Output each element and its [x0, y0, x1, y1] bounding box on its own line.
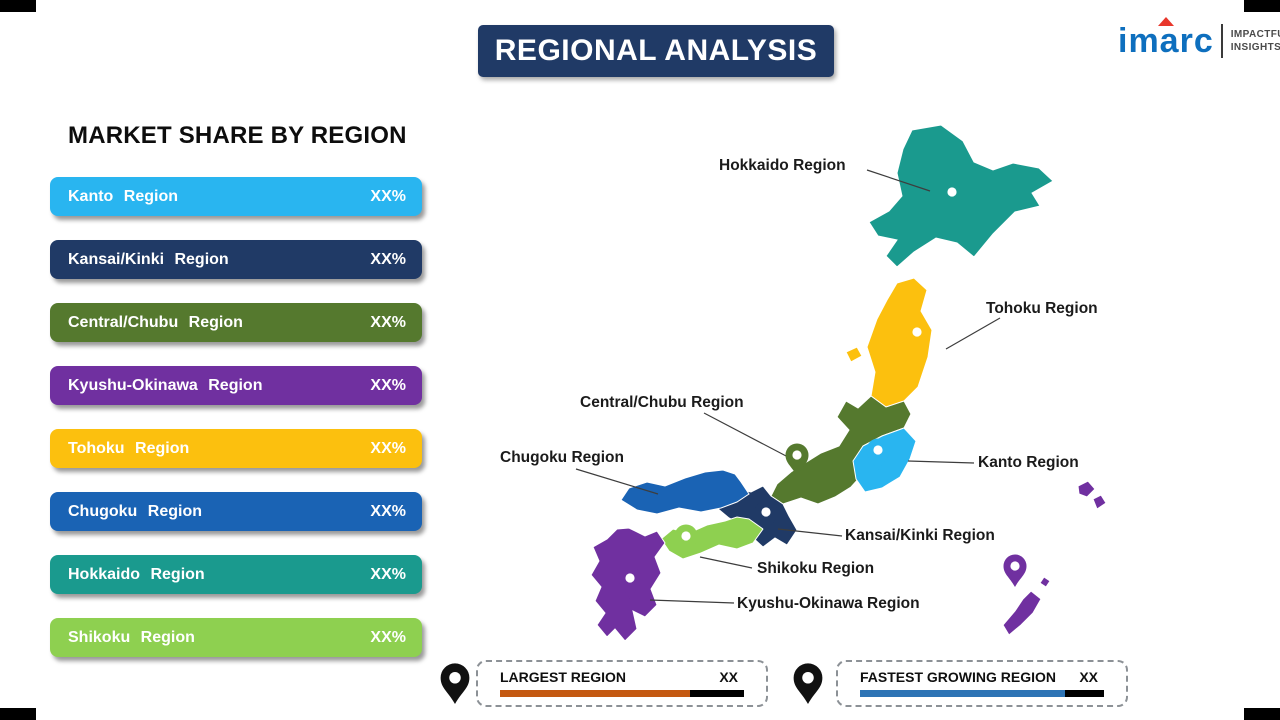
bar-value: XX%: [370, 628, 406, 646]
bar-value: XX%: [370, 313, 406, 331]
market-share-bar-chugoku: Chugoku Region XX%: [50, 492, 422, 531]
bar-label: Tohoku Region: [68, 439, 190, 457]
bar-value: XX%: [370, 187, 406, 205]
fastest-region-value: XX: [1079, 669, 1098, 685]
bar-value: XX%: [370, 439, 406, 457]
fastest-region-label: FASTEST GROWING REGION: [860, 669, 1057, 685]
market-share-heading: MARKET SHARE BY REGION: [68, 122, 407, 149]
market-share-list: Kanto Region XX% Kansai/Kinki Region XX%…: [50, 177, 422, 681]
map-label-tohoku: Tohoku Region: [986, 300, 1098, 317]
map-island-okinawa-main: [1002, 590, 1042, 636]
map-label-hokkaido: Hokkaido Region: [719, 157, 846, 174]
bar-value: XX%: [370, 376, 406, 394]
bar-label: Shikoku Region: [68, 628, 195, 646]
fastest-region-bar-end: [1064, 690, 1104, 697]
largest-region-bar: [500, 690, 744, 697]
map-island-sado: [845, 346, 863, 363]
imarc-logo-accent-icon: [1158, 17, 1174, 26]
largest-region-bar-end: [690, 690, 744, 697]
fastest-region-bar: [860, 690, 1104, 697]
map-pin-kyushu-icon: [618, 566, 642, 599]
bar-value: XX%: [370, 565, 406, 583]
imarc-logo: imarc IMPACTFUL INSIGHTS: [1118, 17, 1280, 58]
map-label-kanto: Kanto Region: [978, 454, 1079, 471]
map-label-chubu: Central/Chubu Region: [580, 394, 744, 411]
map-pin-hokkaido-icon: [940, 180, 964, 213]
leader-line-chubu: [703, 412, 789, 458]
fastest-region-pin-icon: [793, 663, 823, 704]
market-share-bar-kanto: Kanto Region XX%: [50, 177, 422, 216]
logo-divider: [1220, 24, 1223, 58]
bar-label: Kanto Region: [68, 187, 178, 205]
bar-label: Central/Chubu Region: [68, 313, 243, 331]
map-pin-okinawa-icon: [1003, 554, 1027, 587]
corner-mark-bottom-left: [0, 708, 36, 720]
leader-line-kanto: [907, 460, 975, 464]
map-pin-shikoku-icon: [674, 524, 698, 557]
largest-region-value: XX: [719, 669, 738, 685]
largest-region-box: LARGEST REGION XX: [476, 660, 768, 707]
map-island-okinawa-tiny: [1039, 576, 1051, 588]
market-share-bar-chubu: Central/Chubu Region XX%: [50, 303, 422, 342]
largest-region-bar-main: [500, 690, 691, 697]
map-pin-kansai-icon: [754, 500, 778, 533]
market-share-bar-hokkaido: Hokkaido Region XX%: [50, 555, 422, 594]
fastest-region-bar-main: [860, 690, 1065, 697]
map-label-kansai: Kansai/Kinki Region: [845, 527, 995, 544]
map-label-kyushu-okinawa: Kyushu-Okinawa Region: [737, 595, 920, 612]
bar-label: Kansai/Kinki Region: [68, 250, 229, 268]
leader-line-chugoku: [575, 468, 659, 495]
leader-line-tohoku: [945, 317, 1001, 350]
map-island-okinawa-b: [1092, 494, 1107, 510]
map-pin-tohoku-icon: [905, 320, 929, 353]
bar-label: Kyushu-Okinawa Region: [68, 376, 263, 394]
leader-line-kansai: [777, 528, 843, 537]
map-pin-chubu-icon: [785, 443, 809, 476]
market-share-bar-kyushu-okinawa: Kyushu-Okinawa Region XX%: [50, 366, 422, 405]
corner-mark-top-right: [1244, 0, 1280, 12]
largest-region-pin-icon: [440, 663, 470, 704]
bar-label: Chugoku Region: [68, 502, 202, 520]
map-label-shikoku: Shikoku Region: [757, 560, 875, 577]
leader-line-hokkaido: [866, 169, 931, 192]
bar-value: XX%: [370, 250, 406, 268]
imarc-logo-wordmark: imarc: [1118, 17, 1214, 58]
bar-label: Hokkaido Region: [68, 565, 205, 583]
leader-line-kyushu: [649, 599, 735, 604]
market-share-bar-kansai: Kansai/Kinki Region XX%: [50, 240, 422, 279]
market-share-bar-shikoku: Shikoku Region XX%: [50, 618, 422, 657]
logo-tagline-line2: INSIGHTS: [1230, 42, 1280, 53]
leader-line-shikoku: [699, 556, 753, 569]
bar-value: XX%: [370, 502, 406, 520]
fastest-growing-region-box: FASTEST GROWING REGION XX: [836, 660, 1128, 707]
page-title: REGIONAL ANALYSIS: [478, 25, 834, 77]
corner-mark-bottom-right: [1244, 708, 1280, 720]
map-label-chugoku: Chugoku Region: [500, 449, 624, 466]
logo-tagline-line1: IMPACTFUL: [1230, 29, 1280, 40]
map-island-okinawa-a: [1077, 480, 1096, 498]
map-region-chugoku: [620, 469, 750, 515]
logo-tagline: IMPACTFUL INSIGHTS: [1231, 28, 1280, 54]
market-share-bar-tohoku: Tohoku Region XX%: [50, 429, 422, 468]
map-pin-kanto-icon: [866, 438, 890, 471]
corner-mark-top-left: [0, 0, 36, 12]
largest-region-label: LARGEST REGION: [500, 669, 627, 685]
